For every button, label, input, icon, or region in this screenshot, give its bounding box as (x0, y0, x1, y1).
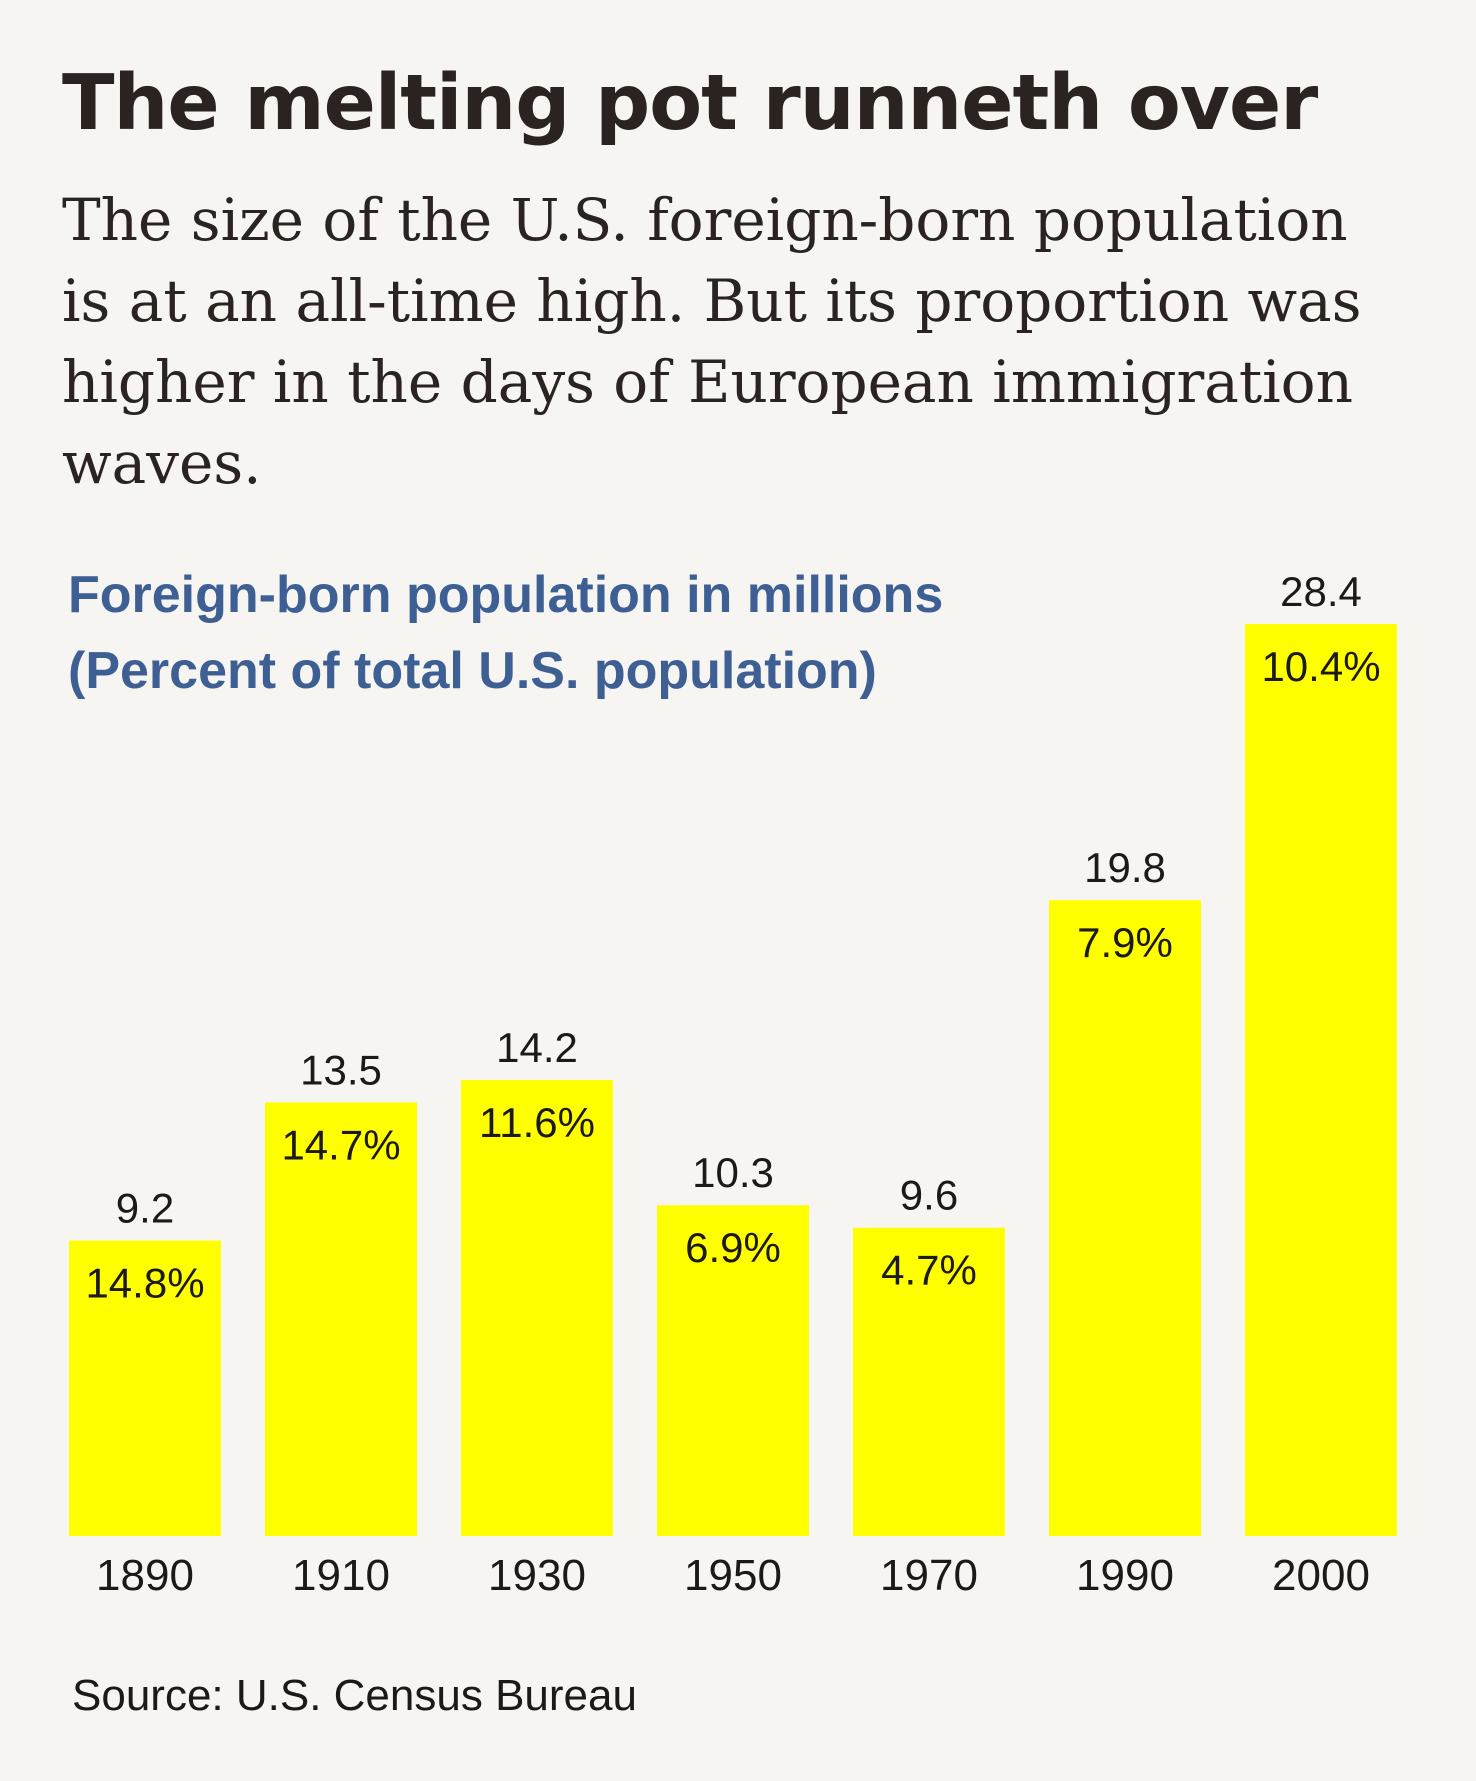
bar-1890 (69, 1240, 221, 1536)
x-tick-label-1990: 1990 (1076, 1551, 1174, 1600)
deck-text: The size of the U.S. foreign-born popula… (62, 186, 1362, 497)
percent-label-1890: 14.8% (85, 1260, 204, 1307)
value-label-2000: 28.4 (1280, 568, 1362, 615)
percent-label-1990: 7.9% (1077, 919, 1173, 966)
bar-1990 (1049, 900, 1201, 1536)
value-label-1930: 14.2 (496, 1024, 578, 1071)
headline: The melting pot runneth over (62, 59, 1318, 148)
x-tick-label-1890: 1890 (96, 1551, 194, 1600)
x-tick-label-1970: 1970 (880, 1551, 978, 1600)
x-tick-label-2000: 2000 (1272, 1551, 1370, 1600)
value-label-1990: 19.8 (1084, 844, 1166, 891)
value-label-1950: 10.3 (692, 1149, 774, 1196)
value-label-1910: 13.5 (300, 1046, 382, 1093)
x-tick-label-1910: 1910 (292, 1551, 390, 1600)
bar-1970 (853, 1227, 1005, 1536)
x-tick-label-1950: 1950 (684, 1551, 782, 1600)
value-label-1970: 9.6 (900, 1172, 958, 1219)
bar-1950 (657, 1205, 809, 1536)
percent-label-2000: 10.4% (1261, 643, 1380, 690)
bar-1930 (461, 1080, 613, 1536)
bar-1910 (265, 1102, 417, 1536)
bar-2000 (1245, 624, 1397, 1536)
percent-label-1950: 6.9% (685, 1224, 781, 1271)
chart-title: Foreign-born population in millions (68, 566, 944, 624)
percent-label-1930: 11.6% (479, 1099, 595, 1146)
x-tick-label-1930: 1930 (488, 1551, 586, 1600)
percent-label-1970: 4.7% (881, 1247, 977, 1294)
chart-subtitle: (Percent of total U.S. population) (68, 642, 877, 700)
source-note: Source: U.S. Census Bureau (72, 1671, 637, 1720)
percent-label-1910: 14.7% (281, 1121, 400, 1168)
value-label-1890: 9.2 (116, 1185, 174, 1232)
